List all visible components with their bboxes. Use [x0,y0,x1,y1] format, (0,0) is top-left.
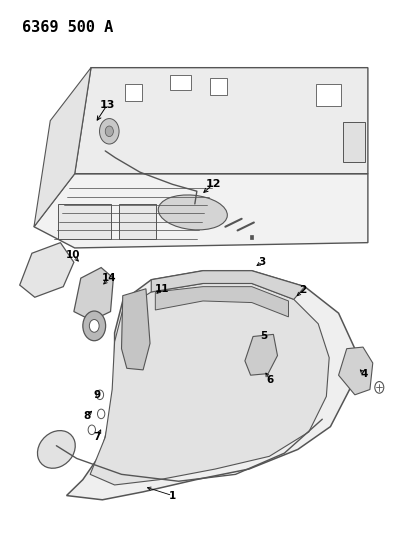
FancyBboxPatch shape [249,235,252,239]
Circle shape [99,118,119,144]
FancyBboxPatch shape [210,78,227,95]
FancyBboxPatch shape [342,122,364,161]
Text: 7: 7 [93,432,101,442]
Circle shape [88,425,95,434]
FancyBboxPatch shape [119,205,156,239]
Circle shape [96,390,103,400]
Polygon shape [66,271,354,500]
Text: 10: 10 [65,250,80,260]
FancyBboxPatch shape [58,205,111,239]
Text: 6: 6 [266,375,273,385]
Text: 13: 13 [99,100,115,110]
Polygon shape [90,284,328,485]
Polygon shape [151,271,304,300]
Text: 1: 1 [169,490,175,500]
Circle shape [374,382,383,393]
Text: 3: 3 [258,257,265,267]
Ellipse shape [158,195,227,230]
Polygon shape [20,243,74,297]
FancyBboxPatch shape [169,75,190,90]
Text: 8: 8 [83,411,90,421]
Text: 5: 5 [260,332,267,342]
FancyBboxPatch shape [124,84,142,101]
Polygon shape [74,68,367,174]
Text: 4: 4 [359,369,366,378]
Text: 9: 9 [93,390,100,400]
Polygon shape [74,268,113,320]
Polygon shape [338,347,372,395]
Text: 6369 500 A: 6369 500 A [22,20,113,35]
Polygon shape [34,68,91,227]
Circle shape [89,319,99,332]
Text: 12: 12 [205,179,220,189]
Polygon shape [244,334,277,375]
Text: 14: 14 [102,273,116,283]
Circle shape [83,311,106,341]
Ellipse shape [37,431,75,469]
Polygon shape [34,174,367,248]
Text: 11: 11 [155,284,169,294]
Polygon shape [121,289,150,370]
Circle shape [105,126,113,136]
Polygon shape [155,287,288,317]
Text: 2: 2 [299,285,306,295]
FancyBboxPatch shape [315,84,341,106]
Circle shape [97,409,105,419]
